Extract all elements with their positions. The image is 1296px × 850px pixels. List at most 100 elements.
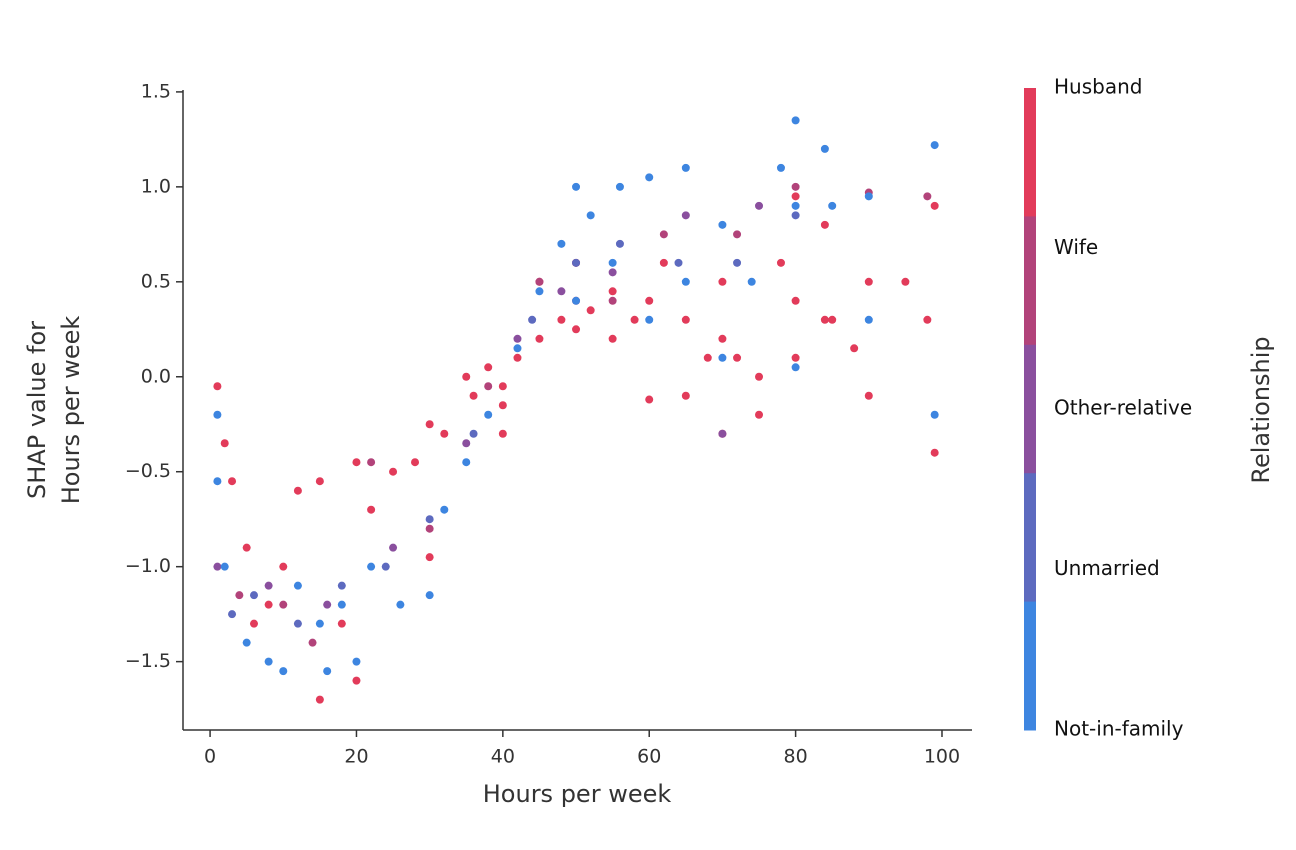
point (425, 524, 434, 533)
colorbar-segment (1024, 344, 1036, 474)
point (755, 201, 764, 210)
point (389, 467, 398, 476)
colorbar-segment (1024, 88, 1036, 217)
x-axis-label: Hours per week (483, 780, 672, 808)
point (352, 676, 361, 685)
point (615, 182, 624, 191)
point (930, 410, 939, 419)
point (213, 477, 222, 486)
point (733, 258, 742, 267)
point (228, 477, 237, 486)
point (440, 505, 449, 514)
point (674, 258, 683, 267)
point (235, 591, 244, 600)
point (820, 144, 829, 153)
x-tick-label: 0 (204, 746, 216, 768)
point (352, 657, 361, 666)
point (264, 657, 273, 666)
x-tick-label: 20 (344, 746, 368, 768)
y-tick-label: 1.5 (141, 80, 171, 102)
point (513, 334, 522, 343)
x-tick-label: 80 (784, 746, 808, 768)
point (315, 477, 324, 486)
point (462, 439, 471, 448)
point (572, 182, 581, 191)
point (645, 315, 654, 324)
point (425, 553, 434, 562)
point (484, 382, 493, 391)
point (352, 458, 361, 467)
point (681, 391, 690, 400)
point (469, 429, 478, 438)
point (411, 458, 420, 467)
point (930, 141, 939, 150)
y-tick-label: 1.0 (141, 175, 171, 197)
point (718, 277, 727, 286)
point (535, 287, 544, 296)
point (323, 667, 332, 676)
point (228, 610, 237, 619)
point (733, 230, 742, 239)
y-tick-label: −1.0 (125, 555, 171, 577)
point (630, 315, 639, 324)
point (498, 429, 507, 438)
point (791, 116, 800, 125)
point (484, 363, 493, 372)
point (755, 410, 764, 419)
point (315, 619, 324, 628)
point (791, 192, 800, 201)
point (557, 239, 566, 248)
x-tick-label: 40 (491, 746, 515, 768)
point (703, 353, 712, 362)
point (733, 353, 742, 362)
point (337, 619, 346, 628)
point (923, 315, 932, 324)
point (528, 315, 537, 324)
y-tick-label: −1.5 (125, 650, 171, 672)
point (367, 458, 376, 467)
point (930, 448, 939, 457)
point (557, 287, 566, 296)
point (791, 296, 800, 305)
point (498, 401, 507, 410)
point (315, 695, 324, 704)
point (923, 192, 932, 201)
point (264, 581, 273, 590)
colorbar-segment (1024, 216, 1036, 346)
point (389, 543, 398, 552)
y-tick-label: −0.5 (125, 460, 171, 482)
point (535, 277, 544, 286)
point (864, 391, 873, 400)
point (828, 315, 837, 324)
x-tick-label: 100 (924, 746, 960, 768)
point (681, 163, 690, 172)
point (308, 638, 317, 647)
point (213, 562, 222, 571)
point (513, 344, 522, 353)
point (279, 562, 288, 571)
point (535, 334, 544, 343)
point (586, 211, 595, 220)
point (513, 353, 522, 362)
point (484, 410, 493, 419)
point (425, 591, 434, 600)
point (747, 277, 756, 286)
point (791, 201, 800, 210)
point (681, 277, 690, 286)
point (293, 486, 302, 495)
point (367, 562, 376, 571)
colorbar-tick-label: Other-relative (1054, 396, 1192, 420)
point (425, 420, 434, 429)
point (440, 429, 449, 438)
point (572, 258, 581, 267)
colorbar-label: Relationship (1247, 336, 1275, 483)
point (337, 600, 346, 609)
colorbar-tick-label: Unmarried (1054, 556, 1160, 580)
point (930, 201, 939, 210)
point (681, 211, 690, 220)
point (557, 315, 566, 324)
point (615, 239, 624, 248)
point (498, 382, 507, 391)
